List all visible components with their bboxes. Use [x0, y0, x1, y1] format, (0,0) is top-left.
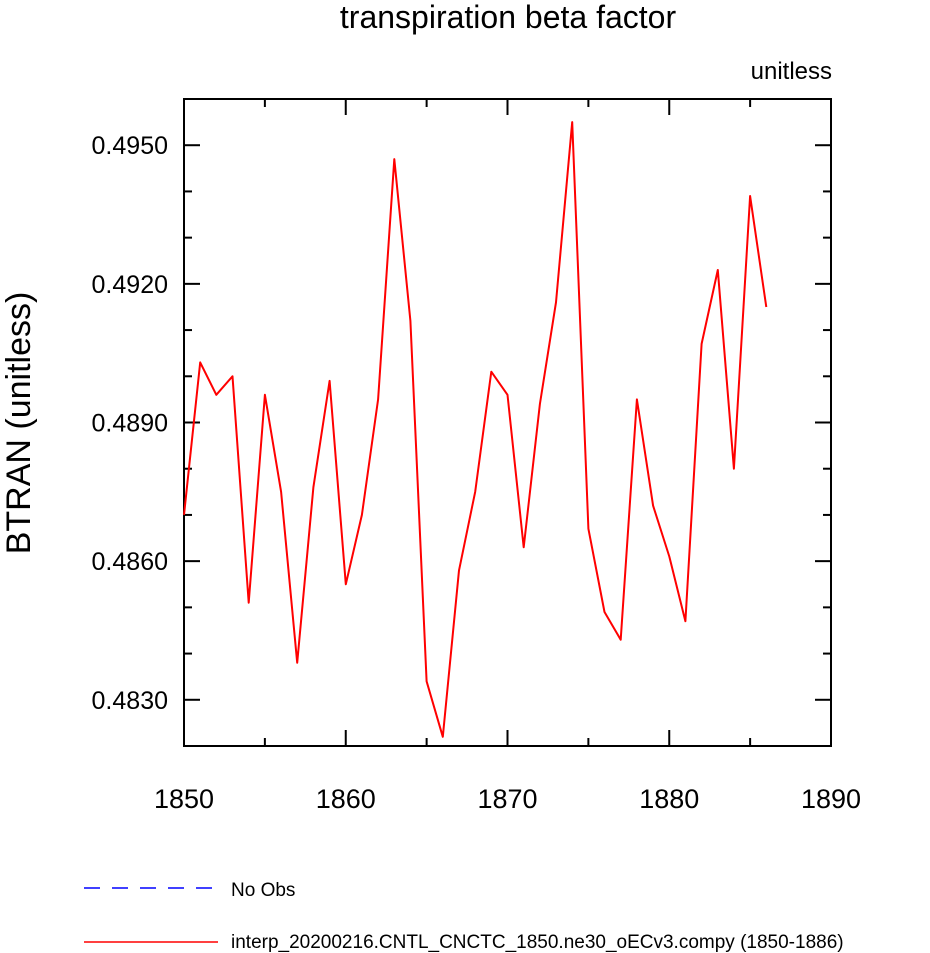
data-point: [571, 121, 573, 123]
data-point: [199, 361, 201, 363]
data-point: [264, 394, 266, 396]
data-point: [345, 583, 347, 585]
data-point: [183, 514, 185, 516]
data-point: [555, 301, 557, 303]
data-point: [312, 486, 314, 488]
data-point: [539, 403, 541, 405]
data-point: [604, 611, 606, 613]
data-point: [749, 195, 751, 197]
y-tick-label: 0.4920: [92, 271, 168, 299]
x-axis-tick-labels: 1850 1860 1870 1880 1890: [154, 784, 861, 814]
units-label: unitless: [751, 58, 832, 85]
data-point: [652, 505, 654, 507]
x-tick-label: 1850: [154, 784, 214, 814]
y-axis-ticks: [184, 98, 831, 747]
data-point: [458, 569, 460, 571]
legend: No Obs interp_20200216.CNTL_CNCTC_1850.n…: [84, 880, 844, 953]
data-point: [426, 680, 428, 682]
data-point: [296, 662, 298, 664]
data-point: [733, 468, 735, 470]
x-tick-label: 1860: [316, 784, 376, 814]
data-point: [377, 398, 379, 400]
data-point: [507, 394, 509, 396]
legend-label-cntl: interp_20200216.CNTL_CNCTC_1850.ne30_oEC…: [231, 932, 844, 953]
y-axis-label: BTRAN (unitless): [0, 292, 38, 555]
x-axis-ticks: [183, 99, 832, 746]
data-point: [474, 491, 476, 493]
data-point: [490, 371, 492, 373]
series-line-cntl: [183, 121, 768, 738]
y-axis-tick-labels: 0.4830 0.4860 0.4890 0.4920 0.4950: [92, 132, 168, 715]
data-point: [620, 639, 622, 641]
data-point: [587, 528, 589, 530]
data-point: [636, 398, 638, 400]
y-tick-label: 0.4860: [92, 548, 168, 576]
data-point: [409, 320, 411, 322]
data-point: [393, 158, 395, 160]
data-point: [523, 546, 525, 548]
y-tick-label: 0.4890: [92, 410, 168, 438]
data-point: [717, 269, 719, 271]
data-point: [701, 343, 703, 345]
y-tick-label: 0.4830: [92, 687, 168, 715]
data-point: [329, 380, 331, 382]
x-tick-label: 1880: [639, 784, 699, 814]
plot-frame: [183, 98, 832, 747]
y-tick-label: 0.4950: [92, 132, 168, 160]
data-point: [765, 306, 767, 308]
x-tick-label: 1890: [801, 784, 861, 814]
data-point: [668, 556, 670, 558]
data-point: [442, 736, 444, 738]
data-point: [215, 394, 217, 396]
chart-title: transpiration beta factor: [340, 0, 677, 35]
data-point: [248, 602, 250, 604]
data-point: [232, 375, 234, 377]
legend-label-no-obs: No Obs: [231, 880, 295, 901]
data-point: [280, 491, 282, 493]
x-tick-label: 1870: [477, 784, 537, 814]
data-point: [684, 620, 686, 622]
data-point: [361, 514, 363, 516]
